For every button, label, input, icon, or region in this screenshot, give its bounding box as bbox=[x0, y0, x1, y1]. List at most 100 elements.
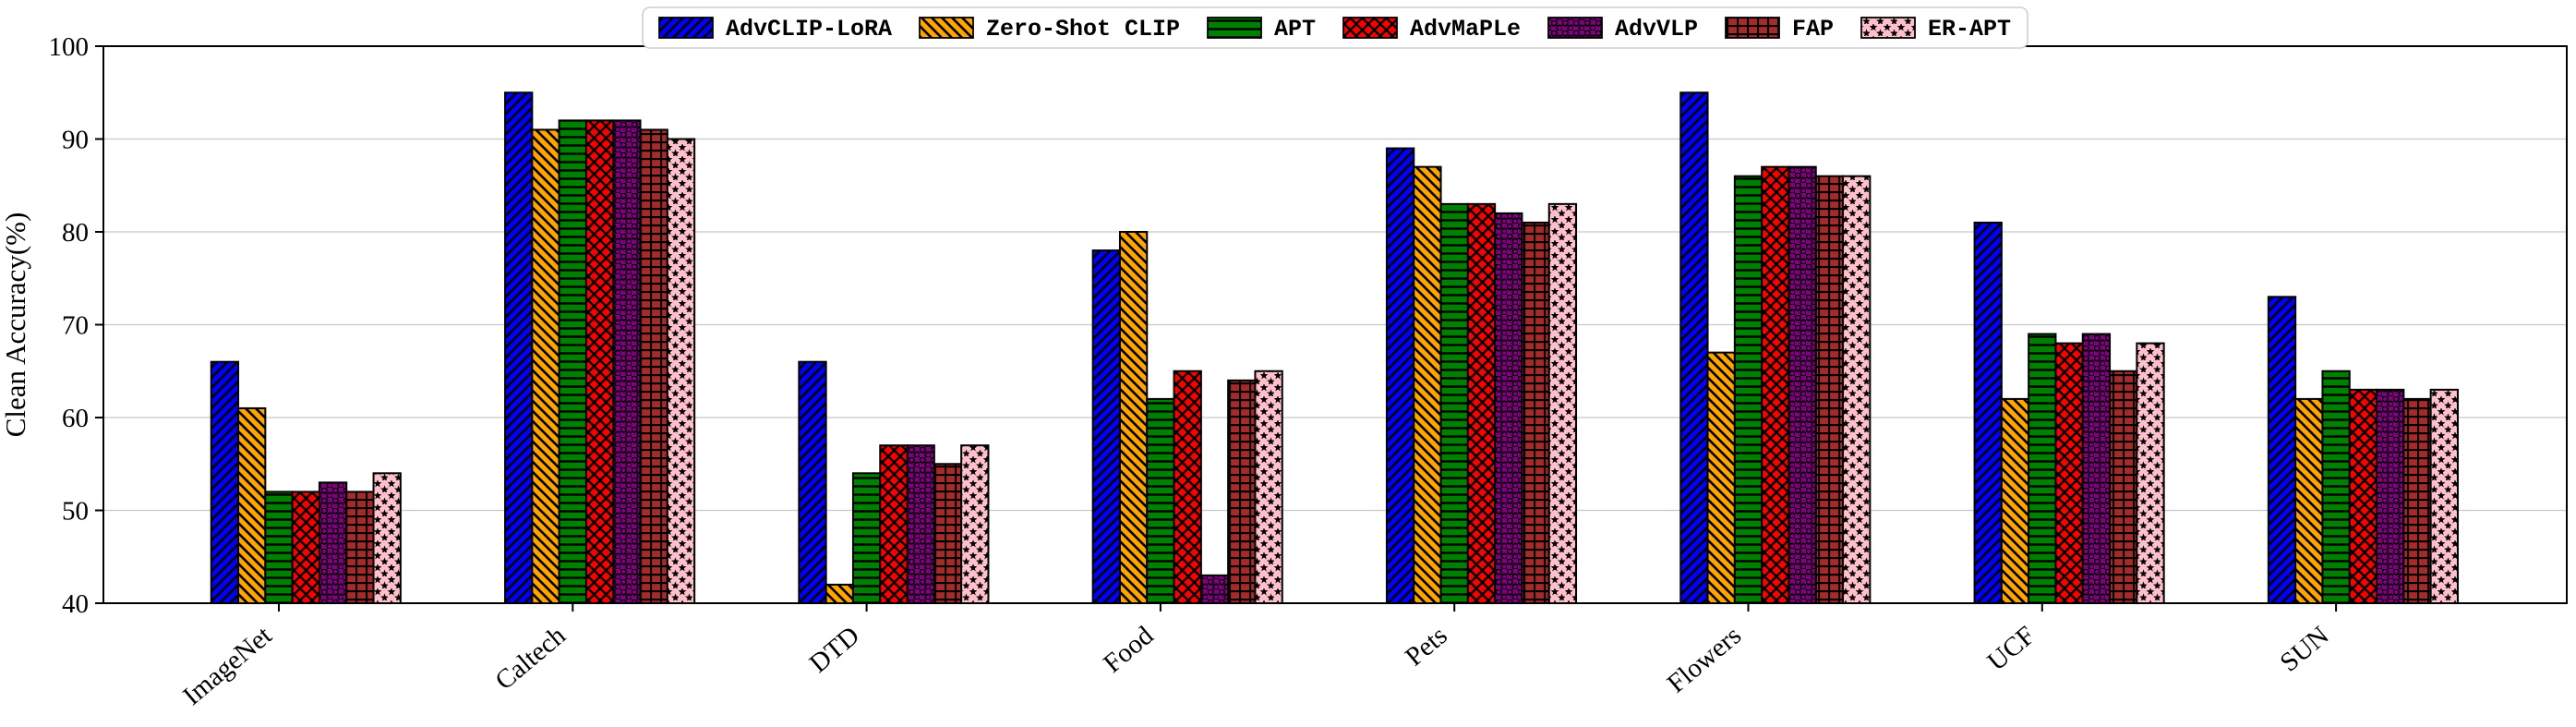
bar-APT-Pets bbox=[1439, 202, 1469, 604]
bar-AdvVLP-UCF bbox=[2081, 333, 2112, 604]
legend-swatch-AdvMaPLe bbox=[1342, 17, 1398, 39]
bar-AdvVLP-Food bbox=[1199, 574, 1230, 604]
legend: AdvCLIP-LoRA Zero-Shot CLIP APT AdvMaPLe Adv… bbox=[642, 6, 2028, 49]
bar-AdvMaPLe-Caltech bbox=[584, 119, 615, 604]
bar-APT-UCF bbox=[2028, 333, 2057, 604]
bar-ER-APT-Pets bbox=[1547, 202, 1578, 604]
bar-AdvVLP-DTD bbox=[906, 444, 935, 604]
bar-AdvMaPLe-Flowers bbox=[1761, 165, 1790, 604]
y-tick-label-40: 40 bbox=[62, 589, 89, 619]
bar-FAP-UCF bbox=[2109, 370, 2138, 604]
bar-ER-APT-Flowers bbox=[1842, 175, 1872, 604]
bar-FAP-Caltech bbox=[639, 128, 668, 604]
bar-APT-DTD bbox=[851, 472, 882, 604]
legend-label-AdvVLP: AdvVLP bbox=[1615, 16, 1698, 42]
bar-AdvVLP-Pets bbox=[1494, 212, 1523, 604]
bar-AdvCLIP-LoRA-UCF bbox=[1973, 221, 2003, 604]
bar-AdvCLIP-LoRA-DTD bbox=[798, 360, 827, 604]
gridlines bbox=[103, 45, 2567, 512]
legend-label-FAP: FAP bbox=[1792, 16, 1834, 42]
legend-item-AdvMaPLe: AdvMaPLe bbox=[1342, 16, 1521, 42]
y-axis-title: Clean Accuracy(%) bbox=[0, 212, 31, 438]
bar-AdvVLP-Caltech bbox=[612, 119, 642, 604]
bar-FAP-Pets bbox=[1521, 221, 1550, 604]
y-tick-label-60: 60 bbox=[62, 404, 89, 433]
x-tick-label-UCF: UCF bbox=[1982, 621, 2041, 677]
y-tick-label-50: 50 bbox=[62, 497, 89, 527]
bar-AdvCLIP-LoRA-SUN bbox=[2267, 296, 2297, 604]
bar-AdvMaPLe-Food bbox=[1173, 370, 1202, 604]
x-axis: ImageNet Caltech DTD Food Pets Flowers UCF SUN bbox=[177, 603, 2338, 711]
bar-FAP-DTD bbox=[933, 463, 963, 604]
x-tick-label-ImageNet: ImageNet bbox=[177, 621, 277, 711]
bar-group-Flowers bbox=[1679, 91, 1872, 604]
bar-ER-APT-UCF bbox=[2136, 342, 2165, 604]
bar-APT-SUN bbox=[2321, 370, 2351, 604]
bar-AdvVLP-SUN bbox=[2376, 388, 2405, 604]
x-tick-label-Pets: Pets bbox=[1400, 621, 1453, 672]
legend-swatch-APT bbox=[1207, 17, 1262, 39]
bar-FAP-ImageNet bbox=[345, 491, 375, 605]
bar-APT-ImageNet bbox=[264, 491, 294, 605]
bar-AdvVLP-ImageNet bbox=[318, 481, 348, 604]
bar-AdvCLIP-LoRA-Pets bbox=[1385, 147, 1415, 605]
bar-APT-Food bbox=[1146, 397, 1175, 604]
y-tick-label-90: 90 bbox=[62, 126, 89, 155]
bar-AdvMaPLe-UCF bbox=[2054, 342, 2084, 604]
legend-label-AdvMaPLe: AdvMaPLe bbox=[1410, 16, 1521, 42]
x-tick-label-Caltech: Caltech bbox=[489, 621, 572, 697]
bar-ER-APT-Food bbox=[1254, 370, 1283, 604]
legend-label-AdvCLIP-LoRA: AdvCLIP-LoRA bbox=[726, 16, 892, 42]
legend-item-Zero-Shot CLIP: Zero-Shot CLIP bbox=[919, 16, 1180, 42]
bars bbox=[210, 91, 2459, 605]
bar-AdvVLP-Flowers bbox=[1788, 165, 1817, 604]
bar-AdvCLIP-LoRA-Flowers bbox=[1679, 91, 1709, 604]
y-tick-label-100: 100 bbox=[49, 32, 90, 62]
bar-group-DTD bbox=[798, 360, 990, 605]
y-tick-label-70: 70 bbox=[62, 311, 89, 341]
x-tick-label-Flowers: Flowers bbox=[1662, 621, 1747, 699]
bar-group-Pets bbox=[1385, 147, 1578, 605]
bar-AdvMaPLe-DTD bbox=[879, 444, 909, 604]
bar-ER-APT-DTD bbox=[960, 444, 990, 604]
bar-Zero-Shot CLIP-ImageNet bbox=[237, 406, 267, 605]
bar-AdvCLIP-LoRA-Food bbox=[1091, 249, 1121, 604]
bar-AdvMaPLe-SUN bbox=[2348, 388, 2378, 604]
legend-label-ER-APT: ER-APT bbox=[1928, 16, 2011, 42]
legend-box bbox=[642, 6, 2028, 49]
bar-FAP-SUN bbox=[2402, 397, 2432, 604]
bar-AdvMaPLe-Pets bbox=[1466, 202, 1497, 604]
bar-group-UCF bbox=[1973, 221, 2165, 604]
legend-label-APT: APT bbox=[1274, 16, 1316, 42]
legend-swatch-ER-APT bbox=[1860, 17, 1916, 39]
legend-item-ER-APT: ER-APT bbox=[1860, 16, 2011, 42]
legend-item-AdvCLIP-LoRA: AdvCLIP-LoRA bbox=[658, 16, 892, 42]
bar-group-Caltech bbox=[504, 91, 696, 604]
y-tick-label-80: 80 bbox=[62, 218, 89, 248]
bar-FAP-Food bbox=[1227, 379, 1257, 604]
bar-Zero-Shot CLIP-Pets bbox=[1413, 165, 1442, 604]
legend-swatch-AdvVLP bbox=[1547, 17, 1603, 39]
bar-AdvCLIP-LoRA-ImageNet bbox=[210, 360, 240, 604]
bar-AdvCLIP-LoRA-Caltech bbox=[504, 91, 534, 604]
bar-Zero-Shot CLIP-Food bbox=[1118, 231, 1149, 604]
bar-Zero-Shot CLIP-DTD bbox=[825, 583, 854, 605]
bar-group-SUN bbox=[2267, 296, 2459, 604]
x-tick-label-Food: Food bbox=[1098, 621, 1160, 679]
legend-swatch-FAP bbox=[1725, 17, 1780, 39]
x-tick-label-DTD: DTD bbox=[804, 621, 865, 679]
legend-swatch-Zero-Shot CLIP bbox=[919, 17, 974, 39]
bar-Zero-Shot CLIP-Flowers bbox=[1706, 351, 1736, 604]
bar-ER-APT-SUN bbox=[2429, 388, 2459, 604]
bar-ER-APT-ImageNet bbox=[372, 472, 402, 604]
x-tick-label-SUN: SUN bbox=[2275, 621, 2335, 678]
bar-group-ImageNet bbox=[210, 360, 402, 605]
legend-label-Zero-Shot CLIP: Zero-Shot CLIP bbox=[986, 16, 1180, 42]
legend-swatch-AdvCLIP-LoRA bbox=[658, 17, 714, 39]
legend-item-AdvVLP: AdvVLP bbox=[1547, 16, 1698, 42]
bar-APT-Caltech bbox=[558, 119, 587, 604]
bar-Zero-Shot CLIP-Caltech bbox=[531, 128, 560, 604]
legend-item-APT: APT bbox=[1207, 16, 1316, 42]
